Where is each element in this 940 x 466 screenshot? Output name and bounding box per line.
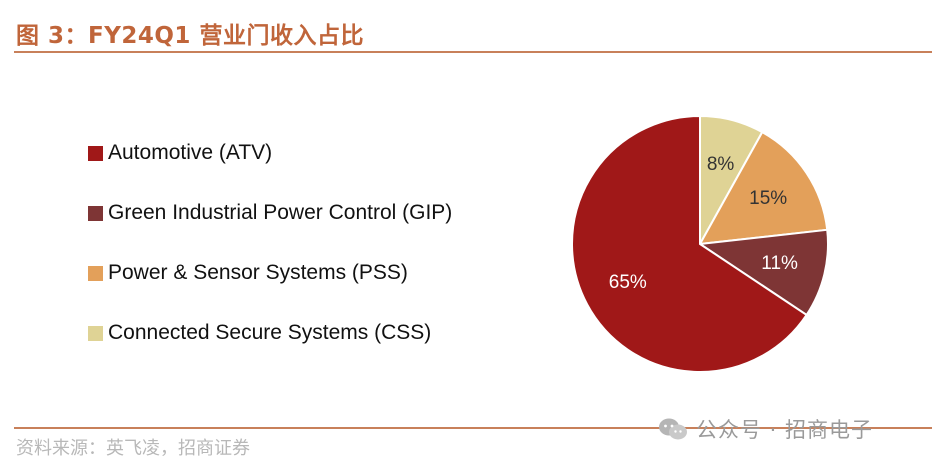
- pie-label-pss: 15%: [749, 188, 787, 209]
- legend-swatch-pss: [88, 265, 103, 281]
- watermark-text: 公众号 · 招商电子: [696, 418, 874, 442]
- legend-item-pss: Power & Sensor Systems (PSS): [88, 258, 408, 288]
- figure-title: 图 3：FY24Q1 营业门收入占比: [16, 23, 364, 49]
- title-divider: [14, 51, 932, 53]
- legend-swatch-atv: [88, 145, 103, 161]
- legend-swatch-css: [88, 325, 103, 341]
- pie-slice-atv: [571, 114, 808, 373]
- footer-divider: [14, 427, 932, 429]
- wechat-icon: [659, 418, 687, 440]
- legend-item-atv: Automotive (ATV): [88, 138, 272, 168]
- source-note: 资料来源：英飞凌，招商证券: [16, 438, 250, 459]
- legend-item-css: Connected Secure Systems (CSS): [88, 318, 431, 348]
- pie-slice-gip: [697, 228, 829, 317]
- legend-label-pss: Power & Sensor Systems (PSS): [108, 261, 408, 284]
- legend-item-gip: Green Industrial Power Control (GIP): [88, 198, 452, 228]
- legend-label-css: Connected Secure Systems (CSS): [108, 321, 432, 344]
- pie-label-atv: 65%: [609, 272, 647, 293]
- pie-slice-pss: [698, 130, 829, 246]
- watermark: 公众号 · 招商电子: [658, 414, 873, 444]
- pie-label-gip: 11%: [761, 253, 798, 274]
- legend-label-gip: Green Industrial Power Control (GIP): [108, 201, 453, 224]
- legend-swatch-gip: [88, 205, 103, 221]
- pie-chart: 8% 15% 11% 65%: [571, 114, 829, 373]
- legend-label-atv: Automotive (ATV): [108, 141, 273, 164]
- pie-label-css: 8%: [707, 154, 735, 175]
